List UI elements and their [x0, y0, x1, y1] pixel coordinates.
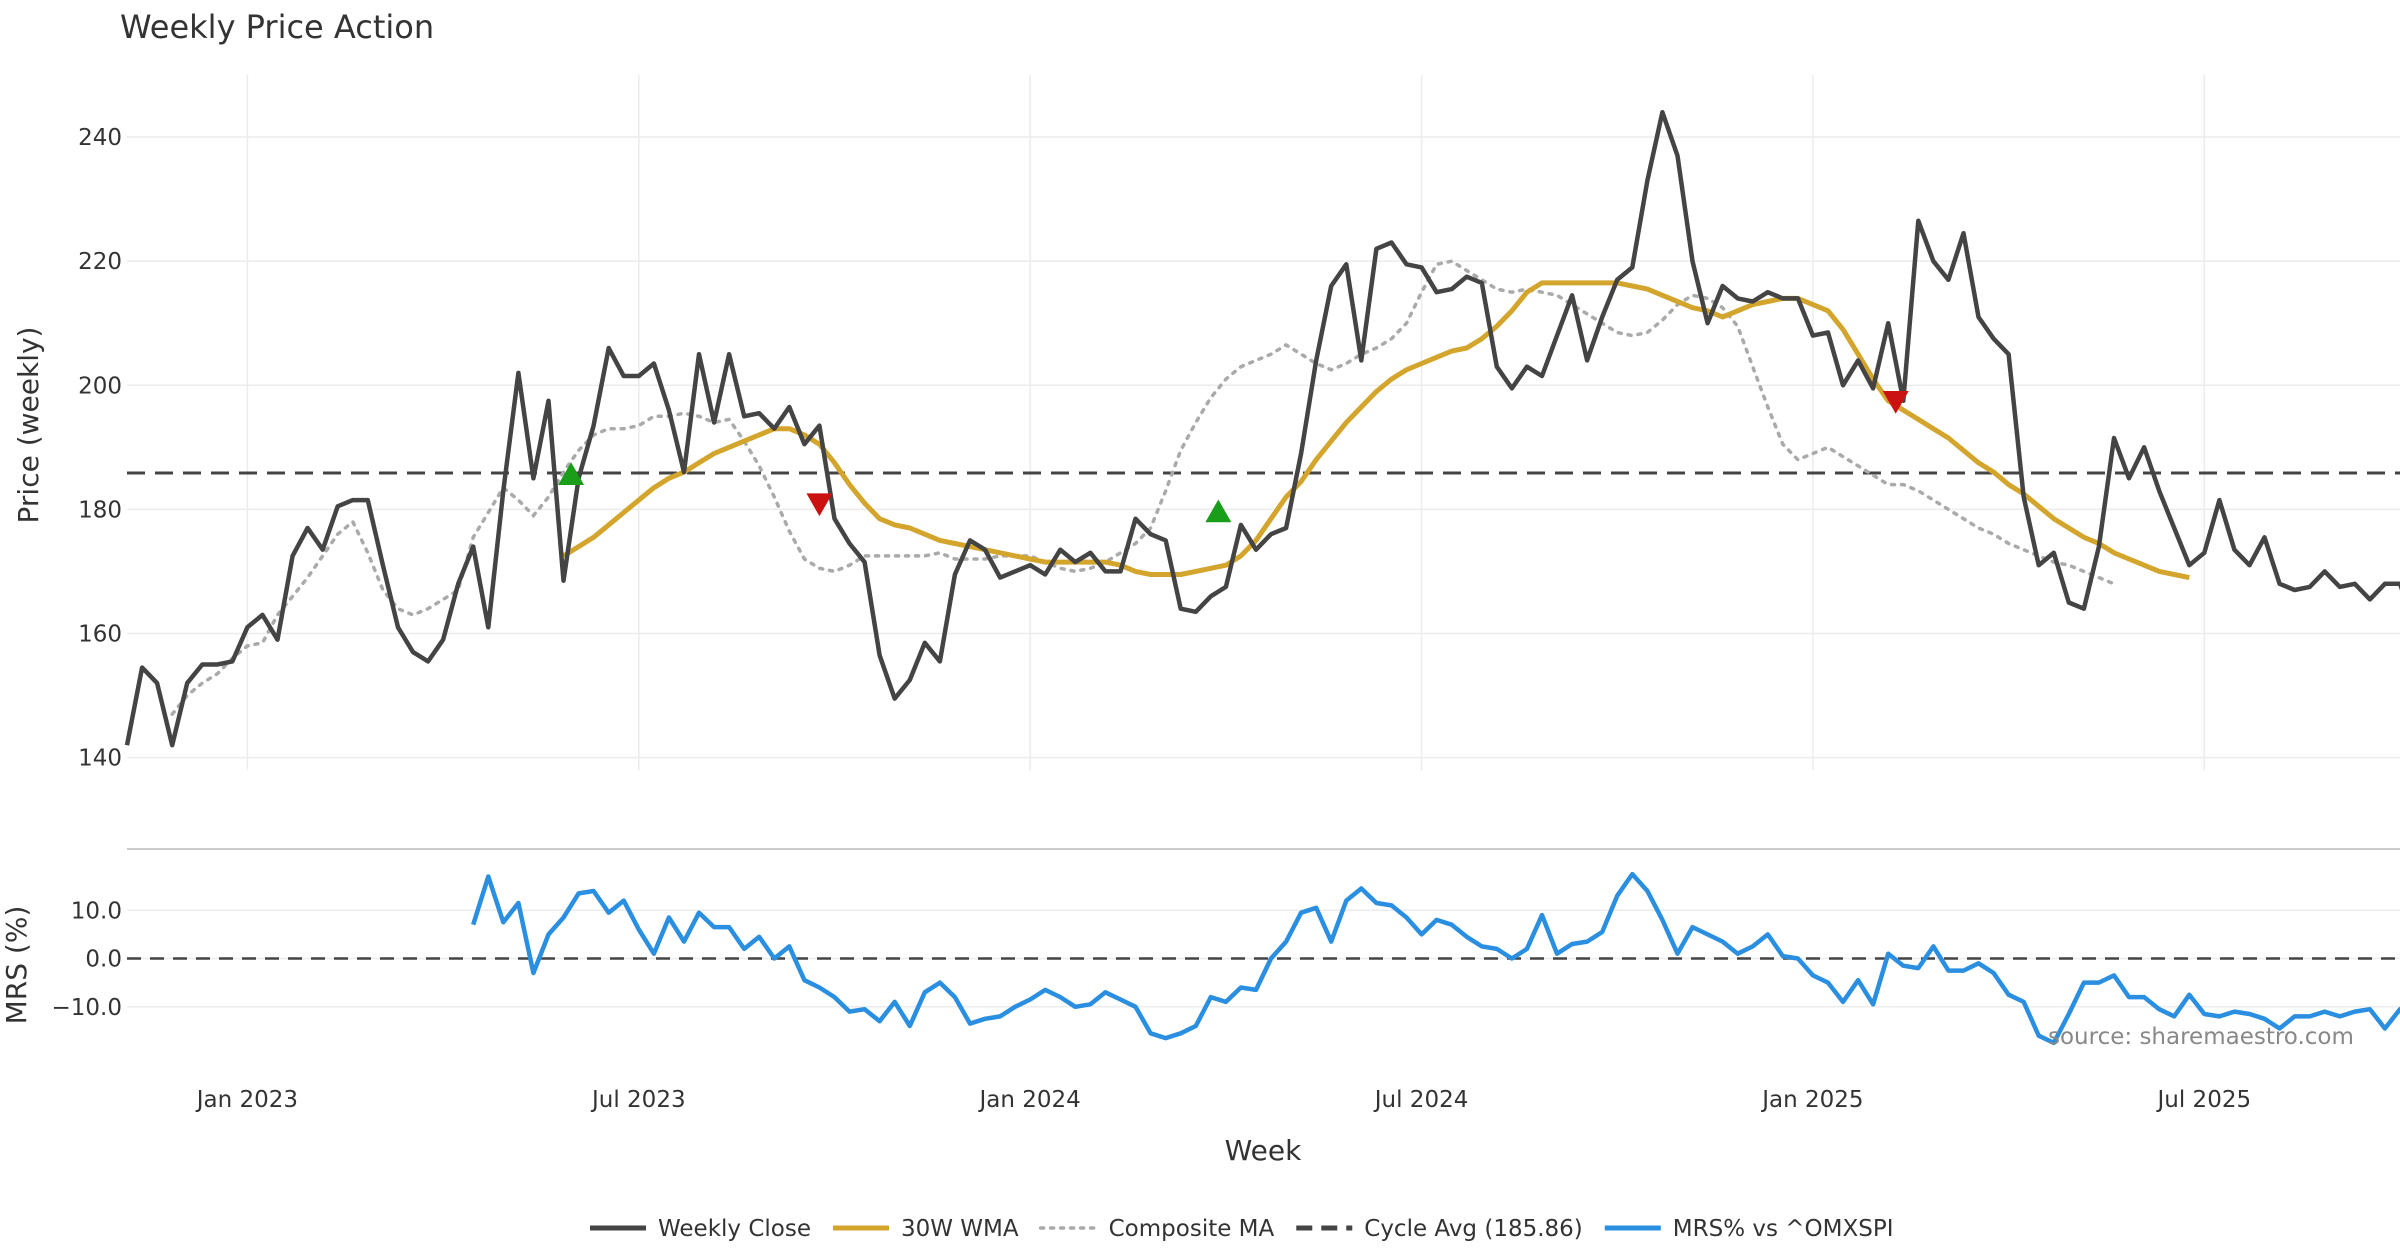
- legend-label-cycle: Cycle Avg (185.86): [1364, 1216, 1583, 1242]
- price-y-tick-label: 140: [78, 746, 122, 772]
- price-y-tick-label: 240: [78, 125, 122, 151]
- x-axis-label: Week: [1225, 1134, 1302, 1167]
- price-gridlines: [127, 75, 2400, 770]
- mrs-line: [471, 871, 2400, 1046]
- composite-ma-line: [170, 259, 2116, 716]
- price-y-tick-label: 180: [78, 497, 122, 523]
- x-tick-label: Jan 2023: [195, 1087, 298, 1113]
- sell-signal-marker: [1882, 391, 1909, 414]
- legend-label-wma: 30W WMA: [901, 1216, 1019, 1242]
- x-tick-label: Jul 2023: [590, 1087, 686, 1113]
- mrs-y-tick-label: 0.0: [85, 947, 122, 973]
- x-tick-label: Jul 2024: [1373, 1087, 1469, 1113]
- chart-title: Weekly Price Action: [120, 8, 434, 46]
- price-y-tick-label: 200: [78, 373, 122, 399]
- buy-signal-marker: [558, 462, 585, 485]
- buy-signal-marker: [1205, 499, 1232, 523]
- price-y-tick-label: 160: [78, 621, 122, 647]
- legend-label-mrs: MRS% vs ^OMXSPI: [1673, 1216, 1894, 1242]
- sell-signal-marker: [806, 493, 833, 517]
- x-axis-ticks: Jan 2023 Jul 2023 Jan 2024 Jul 2024 Jan 2025…: [195, 1087, 2251, 1113]
- mrs-y-tick-label: 10.0: [71, 898, 122, 924]
- legend: Weekly Close 30W WMA Composite MA Cycle Avg…: [590, 1216, 1894, 1242]
- mrs-y-ticks: 10.0 0.0 −10.0: [52, 898, 122, 1021]
- legend-label-close: Weekly Close: [658, 1216, 811, 1242]
- legend-label-composite: Composite MA: [1109, 1216, 1275, 1242]
- x-tick-label: Jan 2025: [1760, 1087, 1863, 1113]
- mrs-panel: 10.0 0.0 −10.0 MRS (%) source: sharemaestr…: [0, 848, 2400, 1050]
- x-tick-label: Jul 2025: [2156, 1087, 2252, 1113]
- weekly-close-line: [124, 109, 2400, 748]
- x-tick-label: Jan 2024: [978, 1087, 1081, 1113]
- mrs-y-tick-label: −10.0: [52, 995, 122, 1021]
- price-y-axis-label: Price (weekly): [12, 327, 45, 524]
- mrs-y-axis-label: MRS (%): [0, 906, 33, 1025]
- price-y-tick-label: 220: [78, 249, 122, 275]
- source-note: source: sharemaestro.com: [2048, 1024, 2354, 1050]
- signal-markers: [558, 391, 1909, 523]
- price-panel: 140 160 180 200 220 240 Price (weekly): [12, 75, 2400, 772]
- wma-30w-line: [562, 280, 2190, 581]
- price-y-ticks: 140 160 180 200 220 240: [78, 125, 122, 772]
